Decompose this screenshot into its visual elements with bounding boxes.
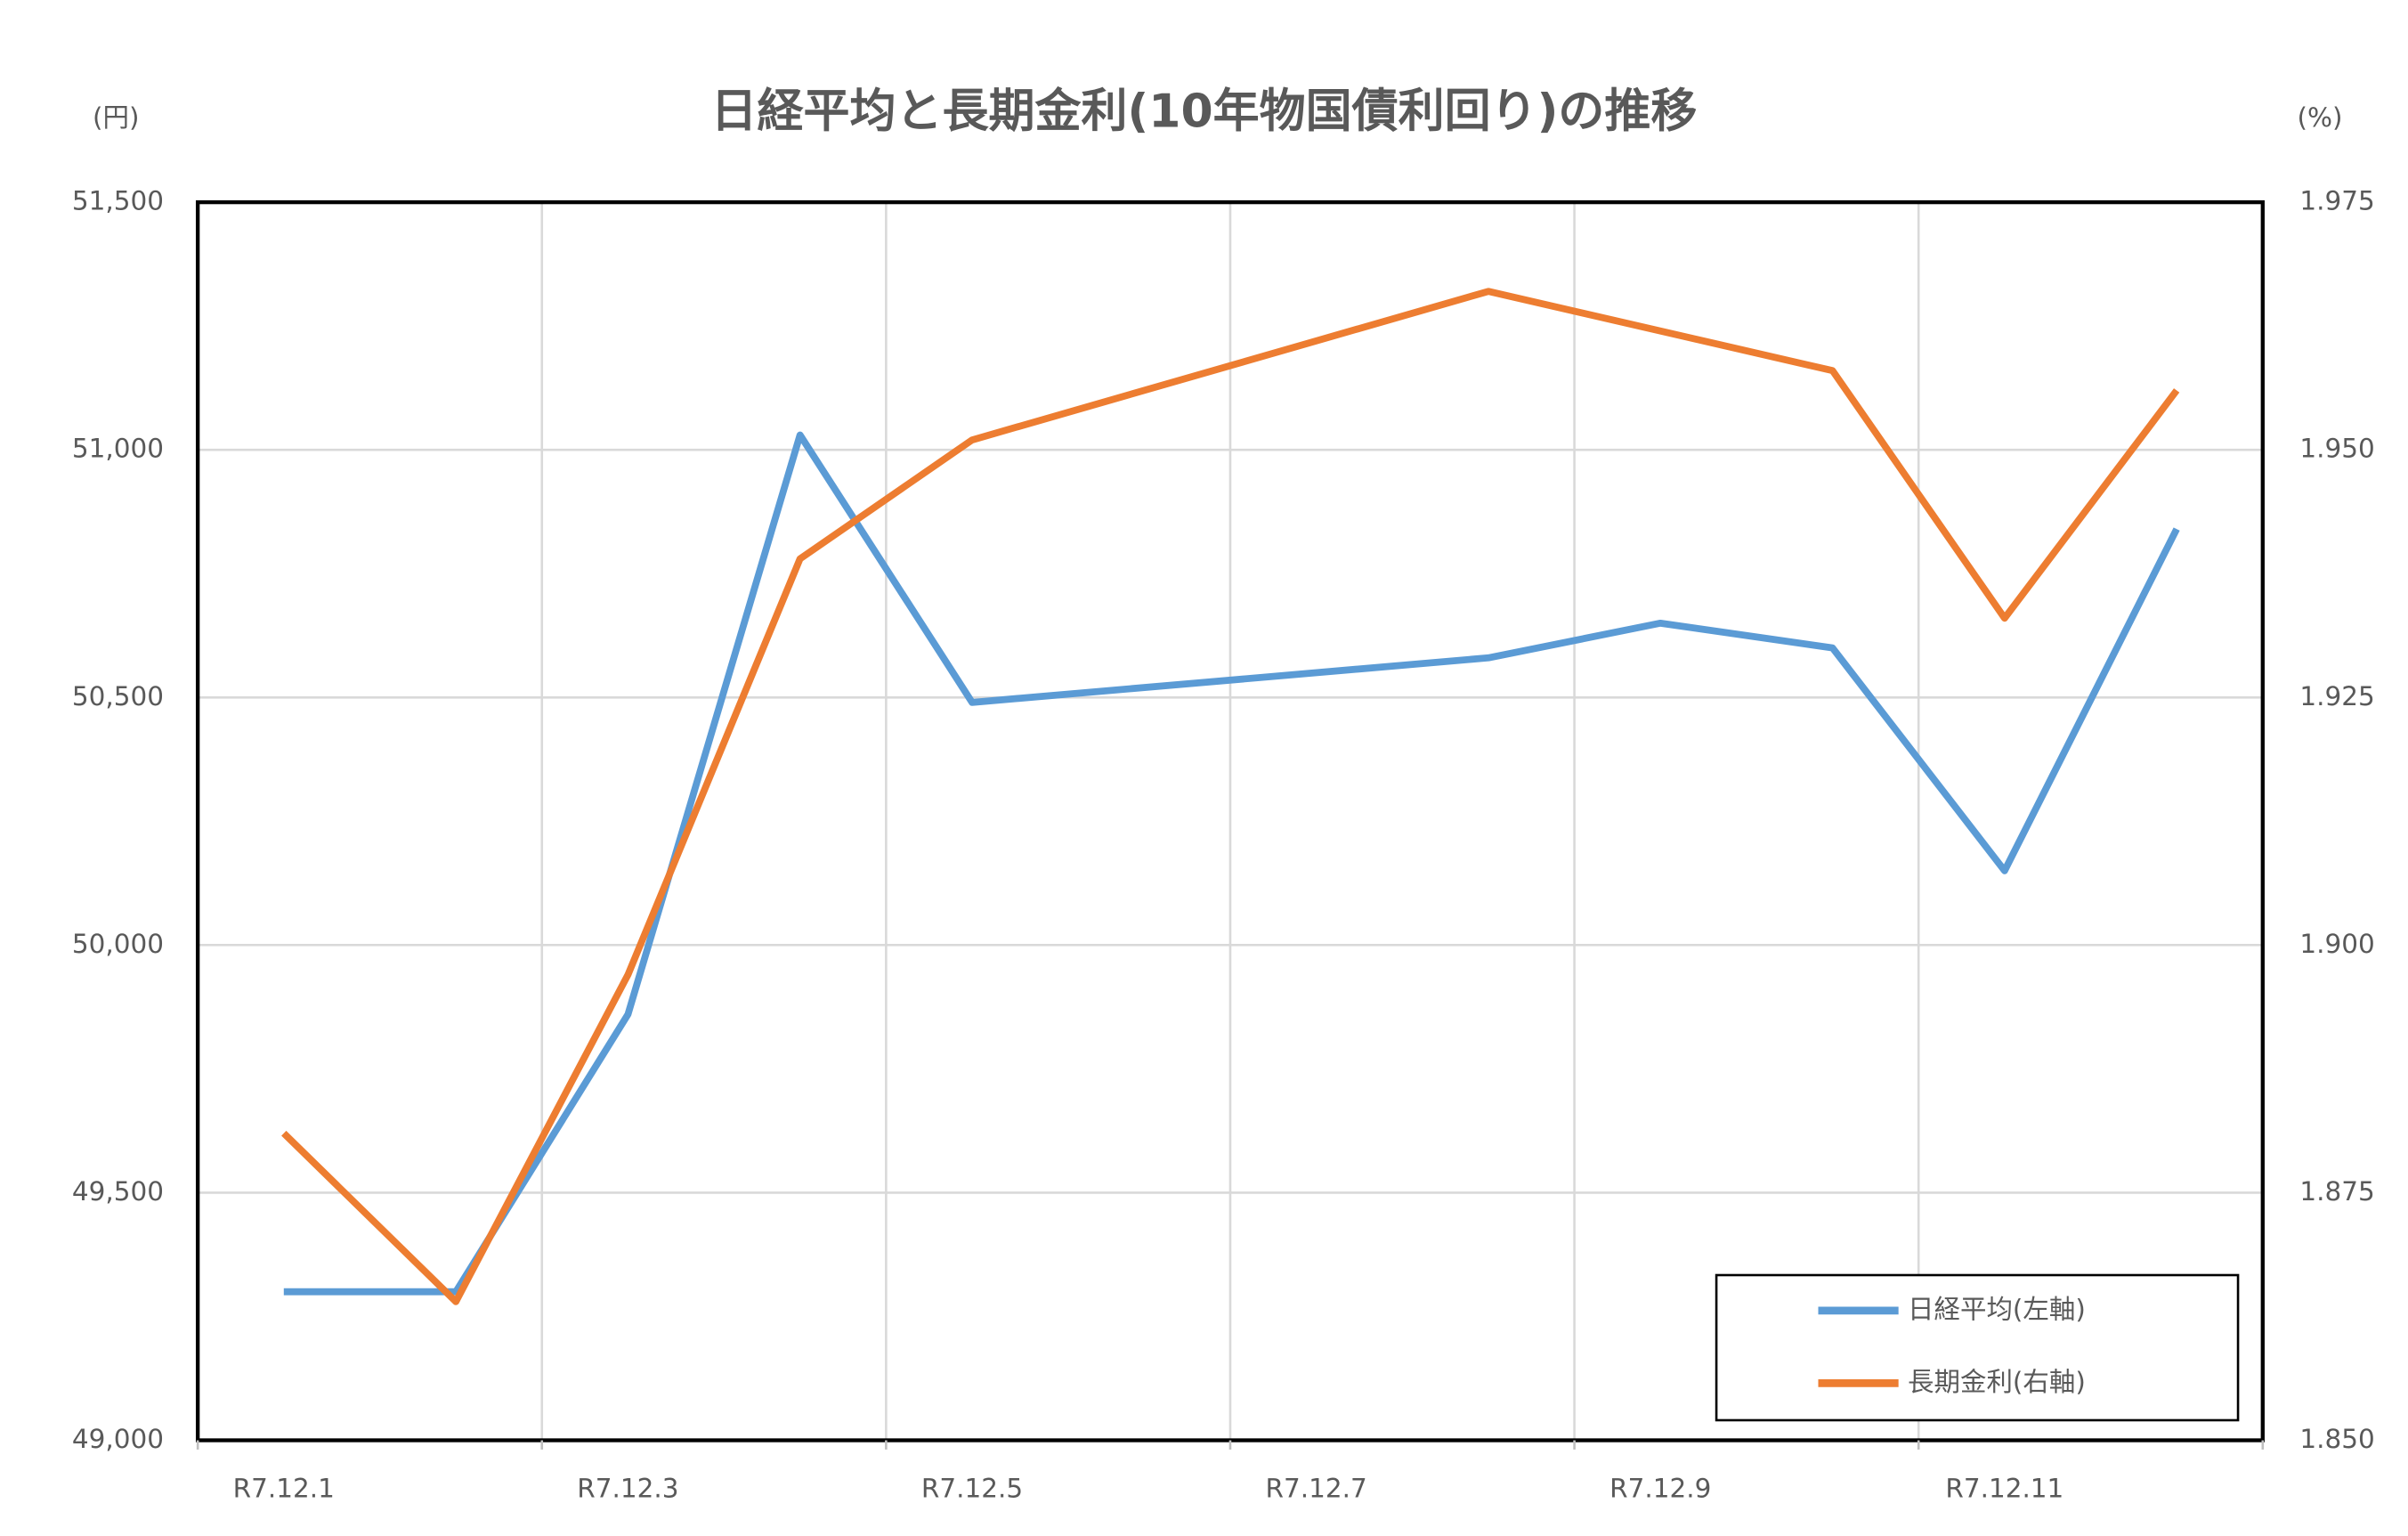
y-tick-label: 50,500 bbox=[72, 681, 164, 711]
x-tick-label: R7.12.5 bbox=[921, 1473, 1023, 1503]
y-tick-label: 49,000 bbox=[72, 1424, 164, 1454]
y-tick-label: 49,500 bbox=[72, 1176, 164, 1207]
line-series bbox=[283, 431, 2180, 1296]
legend-label: 日経平均(左軸) bbox=[1908, 1294, 2086, 1324]
x-tick-label: R7.12.1 bbox=[233, 1473, 335, 1503]
chart-title: 日経平均と長期金利(10年物国債利回り)の推移 bbox=[711, 85, 1698, 138]
y2-tick-label: 1.950 bbox=[2299, 434, 2374, 464]
y2-tick-label: 1.975 bbox=[2299, 186, 2374, 216]
y2-tick-label: 1.925 bbox=[2299, 681, 2374, 711]
y-tick-label: 50,000 bbox=[72, 929, 164, 959]
y-tick-label: 51,000 bbox=[72, 434, 164, 464]
y-unit: (円) bbox=[93, 102, 139, 133]
y2-unit: (%) bbox=[2297, 102, 2342, 133]
x-tick-label: R7.12.9 bbox=[1609, 1473, 1711, 1503]
x-tick-label: R7.12.7 bbox=[1266, 1473, 1367, 1503]
x-tick-label: R7.12.11 bbox=[1945, 1473, 2063, 1503]
legend-box bbox=[1715, 1273, 2240, 1422]
y2-tick-label: 1.900 bbox=[2299, 929, 2374, 959]
x-tick-label: R7.12.3 bbox=[577, 1473, 678, 1503]
y-tick-label: 51,500 bbox=[72, 186, 164, 216]
line-series bbox=[281, 288, 2180, 1305]
legend-label: 長期金利(右軸) bbox=[1908, 1367, 2086, 1397]
y2-tick-label: 1.850 bbox=[2299, 1424, 2374, 1454]
y2-tick-label: 1.875 bbox=[2299, 1176, 2374, 1207]
